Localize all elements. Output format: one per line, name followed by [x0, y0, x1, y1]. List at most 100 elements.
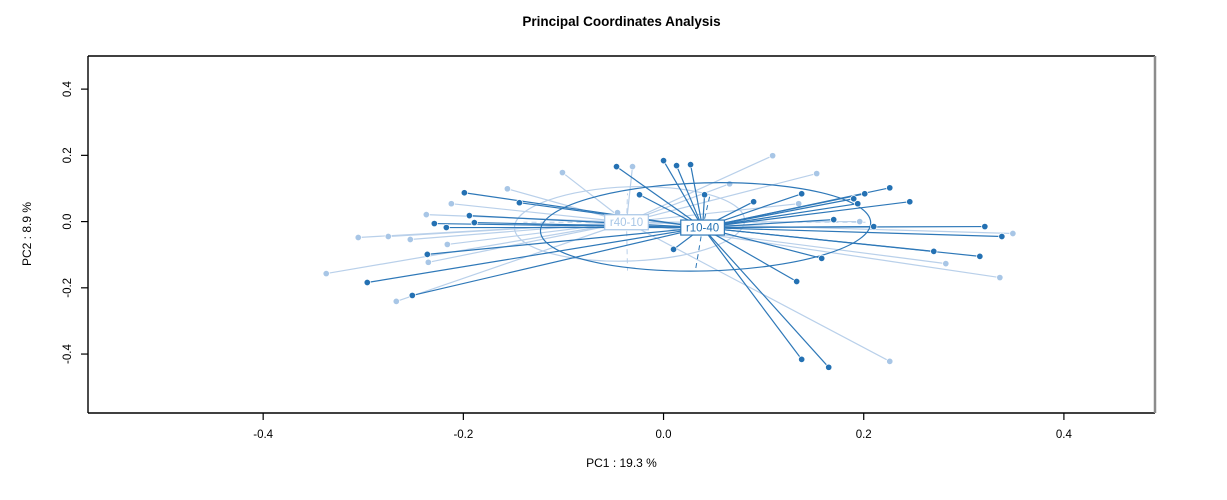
scatter-point: [906, 198, 914, 206]
spider-line: [626, 172, 817, 223]
scatter-point: [424, 258, 432, 266]
spider-line: [702, 187, 890, 229]
spider-line: [469, 215, 703, 229]
spider-line: [702, 227, 830, 368]
scatter-point: [998, 232, 1006, 241]
spider-line: [626, 221, 891, 362]
spider-line: [427, 226, 703, 255]
scatter-point: [673, 162, 681, 170]
y-tick-label: 0.2: [62, 147, 74, 163]
y-tick-label: 0.4: [62, 81, 74, 98]
x-tick-label: 0.2: [856, 429, 872, 441]
x-tick-label: -0.4: [253, 429, 273, 441]
y-tick-label: 0.0: [62, 214, 74, 230]
spider-line: [663, 160, 704, 228]
dashed-ray: [626, 222, 629, 271]
scatter-point: [408, 291, 416, 299]
scatter-point: [430, 220, 438, 228]
scatter-point: [856, 218, 864, 226]
spider-line: [474, 221, 703, 229]
spider-line: [412, 226, 703, 297]
spider-line: [626, 221, 946, 265]
spider-line: [367, 226, 703, 284]
scatter-point: [818, 254, 826, 262]
scatter-point: [442, 223, 450, 232]
scatter-point: [798, 355, 806, 363]
scatter-point: [460, 189, 468, 197]
scatter-point: [996, 274, 1004, 282]
centroid-label-r10-40: r10-40: [686, 223, 719, 235]
scatter-point: [813, 170, 821, 178]
scatter-point: [793, 277, 801, 286]
scatter-point: [406, 235, 414, 244]
scatter-point: [659, 157, 668, 165]
spider-line: [326, 221, 627, 275]
spider-line: [702, 203, 858, 229]
scatter-point: [886, 357, 894, 365]
spider-line: [626, 203, 799, 223]
spider-line: [625, 166, 634, 223]
scatter-point: [726, 180, 734, 188]
spider-line: [451, 203, 627, 223]
scatter-point: [558, 169, 566, 177]
scatter-point: [322, 270, 330, 278]
scatter-point: [1009, 229, 1017, 238]
spider-line: [702, 227, 797, 283]
scatter-point: [363, 278, 371, 287]
scatter-point: [976, 252, 984, 260]
scatter-point: [423, 250, 431, 258]
scatter-point: [515, 199, 523, 207]
scatter-point: [422, 211, 430, 219]
scatter-point: [850, 195, 858, 203]
scatter-point: [470, 219, 478, 227]
scatter-point: [795, 200, 803, 208]
scatter-point: [354, 233, 362, 242]
scatter-point: [392, 297, 400, 305]
centroid-label-r40-10: r40-10: [610, 217, 643, 229]
y-axis-label: PC2 : 8.9 %: [20, 201, 34, 267]
x-axis-label: PC1 : 19.3 %: [586, 456, 657, 470]
scatter-point: [628, 163, 637, 171]
x-tick-label: 0.0: [656, 429, 672, 441]
spider-line: [702, 225, 985, 229]
scatter-point: [384, 232, 392, 241]
spider-line: [702, 201, 910, 229]
scatter-point: [825, 363, 833, 371]
spider-line: [689, 164, 704, 228]
scatter-point: [798, 190, 806, 198]
spider-line: [675, 165, 704, 228]
scatter-point: [886, 184, 894, 192]
spider-line: [702, 226, 1002, 238]
spider-line: [616, 166, 703, 229]
scatter-point: [635, 191, 644, 199]
scatter-point: [854, 200, 862, 208]
scatter-point: [669, 245, 678, 253]
scatter-point: [769, 152, 777, 160]
scatter-point: [701, 191, 709, 199]
x-tick-label: -0.2: [453, 429, 473, 441]
scatter-point: [830, 216, 838, 224]
spider-line: [702, 227, 803, 360]
scatter-point: [942, 260, 950, 268]
group-ellipse-r10-40: [539, 182, 872, 272]
y-tick-label: -0.4: [62, 344, 74, 364]
scatter-point: [465, 212, 473, 220]
scatter-point: [687, 161, 695, 169]
dashed-ray: [695, 227, 704, 270]
scatter-point: [443, 240, 451, 248]
chart-title: Principal Coordinates Analysis: [522, 14, 721, 29]
x-tick-label: 0.4: [1056, 429, 1073, 441]
scatter-point: [861, 190, 869, 198]
centroid-label-box-r10-40: [680, 219, 725, 236]
scatter-point: [870, 223, 878, 231]
spider-line: [396, 221, 627, 302]
spider-line: [428, 221, 627, 263]
spider-line: [626, 155, 773, 223]
scatter-point: [930, 247, 938, 255]
scatter-point: [447, 200, 455, 208]
centroid-label-box-r40-10: [604, 214, 649, 231]
scatter-point: [981, 223, 989, 231]
scatter-point: [503, 185, 511, 193]
